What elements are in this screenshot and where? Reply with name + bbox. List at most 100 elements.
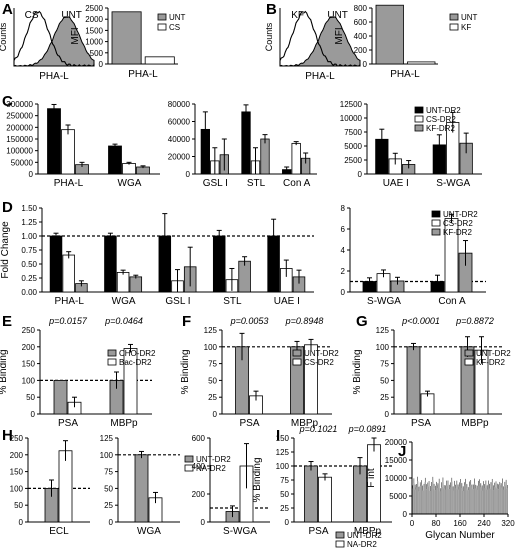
category-label: Con A bbox=[438, 296, 466, 307]
y-tick-label: 0 bbox=[285, 518, 290, 527]
category-label: WGA bbox=[137, 526, 161, 537]
p-value: p=0.0891 bbox=[348, 424, 387, 434]
p-value: p=0.1021 bbox=[299, 424, 338, 434]
glycan-bar bbox=[481, 490, 483, 514]
chart-c3: 0 2500 5000 7500 10000 12500 UAE I S-WGA UNT-DR2… bbox=[340, 100, 482, 189]
y-tick-label: 150 bbox=[22, 360, 36, 369]
y-tick-label: 0 bbox=[186, 170, 191, 179]
glycan-bar bbox=[458, 486, 460, 514]
glycan-bar bbox=[494, 487, 496, 514]
y-tick-label: 200 bbox=[22, 343, 36, 352]
glycan-bar bbox=[504, 486, 506, 514]
glycan-bar bbox=[441, 487, 443, 514]
legend-label: UNT bbox=[461, 13, 478, 22]
legend-swatch bbox=[335, 540, 345, 548]
legend-swatch bbox=[414, 124, 424, 132]
p-value: p=0.8948 bbox=[285, 316, 324, 326]
series-label: UNT bbox=[61, 10, 82, 21]
chart-h3: 0 200 400 600 S-WGA bbox=[192, 434, 270, 537]
y-tick-label: 25 bbox=[280, 504, 289, 513]
glycan-bar bbox=[447, 484, 449, 514]
x-tick-label: 80 bbox=[432, 519, 441, 528]
x-axis-label: PHA-L bbox=[39, 71, 69, 82]
glycan-bar bbox=[422, 490, 424, 514]
legend-swatch bbox=[184, 464, 194, 472]
glycan-bar bbox=[420, 484, 423, 514]
y-tick-label: 0 bbox=[341, 288, 346, 297]
legend-swatch bbox=[464, 349, 474, 357]
y-tick-label: 50 bbox=[104, 484, 113, 493]
glycan-bar bbox=[495, 484, 497, 514]
y-tick-label: 75 bbox=[208, 360, 217, 369]
legend-swatch bbox=[292, 349, 302, 357]
bar bbox=[108, 145, 122, 175]
chart-e: 0 50 100 150 200 250 % Binding PSA MBPp p=0.0157 p… bbox=[0, 316, 156, 429]
panel-letter: J bbox=[398, 443, 406, 460]
glycan-bar bbox=[506, 488, 508, 514]
y-tick-label: 250 bbox=[10, 434, 24, 443]
category-label: PSA bbox=[58, 418, 78, 429]
glycan-bar bbox=[427, 486, 429, 514]
legend-swatch bbox=[431, 219, 441, 227]
legend-swatch bbox=[157, 23, 167, 31]
y-tick-label: 7500 bbox=[344, 128, 362, 137]
glycan-bar bbox=[467, 490, 469, 514]
legend-label: Bac-DR2 bbox=[119, 358, 152, 367]
glycan-bar bbox=[448, 489, 450, 514]
x-axis-label: Glycan Number bbox=[425, 530, 495, 541]
glycan-bar bbox=[475, 488, 477, 514]
legend-label: UNT-DR2 bbox=[347, 531, 382, 540]
y-tick-label: 100 bbox=[204, 343, 218, 352]
y-tick-label: 75 bbox=[380, 360, 389, 369]
y-tick-label: 0 bbox=[99, 60, 104, 69]
x-tick-label: 240 bbox=[477, 519, 491, 528]
legend-label: UNT-DR2 bbox=[304, 349, 339, 358]
legend-swatch bbox=[449, 23, 459, 31]
category-label: WGA bbox=[118, 178, 142, 189]
y-tick-label: 0 bbox=[19, 518, 24, 527]
bar bbox=[122, 163, 136, 175]
y-tick-label: 125 bbox=[204, 326, 218, 335]
y-tick-label: 8 bbox=[341, 204, 346, 213]
chart-a: Counts PHA-L CS UNT bbox=[0, 8, 95, 82]
category-label: STL bbox=[247, 178, 266, 189]
p-value: p=0.8872 bbox=[455, 316, 494, 326]
bar bbox=[241, 111, 251, 175]
glycan-bar bbox=[461, 488, 463, 514]
glycan-bar bbox=[438, 483, 440, 514]
glycan-bar bbox=[419, 485, 421, 514]
bar bbox=[129, 276, 143, 293]
glycan-bar bbox=[480, 487, 482, 514]
glycan-bar bbox=[429, 490, 431, 514]
glycan-bar bbox=[413, 483, 415, 514]
glycan-bar bbox=[436, 485, 438, 514]
y-tick-label: 50 bbox=[280, 490, 289, 499]
y-tick-label: 4 bbox=[341, 246, 346, 255]
x-axis-label: PHA-L bbox=[390, 69, 420, 80]
category-label: GSL I bbox=[203, 178, 228, 189]
bar bbox=[212, 235, 226, 293]
legend-label: UNT-DR2 bbox=[196, 455, 231, 464]
legend-swatch bbox=[414, 115, 424, 123]
category-label: MBPp bbox=[461, 418, 489, 429]
legend-label: CS bbox=[169, 23, 180, 32]
bar bbox=[290, 346, 304, 415]
category-label: ECL bbox=[49, 526, 69, 537]
bar bbox=[238, 260, 251, 293]
y-tick-label: 0 bbox=[109, 518, 114, 527]
glycan-bar bbox=[486, 489, 488, 514]
glycan-bar bbox=[434, 490, 436, 514]
bar bbox=[104, 235, 117, 293]
glycan-bar bbox=[418, 491, 420, 514]
y-tick-label: 0 bbox=[358, 170, 363, 179]
glycan-bar bbox=[425, 489, 428, 514]
glycan-bar bbox=[491, 482, 493, 514]
panel-letter: H bbox=[2, 427, 13, 444]
x-tick-label: 0 bbox=[410, 519, 415, 528]
legend-label: KF-DR2 bbox=[426, 124, 455, 133]
y-tick-label: 20000 bbox=[168, 153, 191, 162]
bar bbox=[318, 476, 332, 523]
panel-letter: A bbox=[2, 1, 13, 18]
